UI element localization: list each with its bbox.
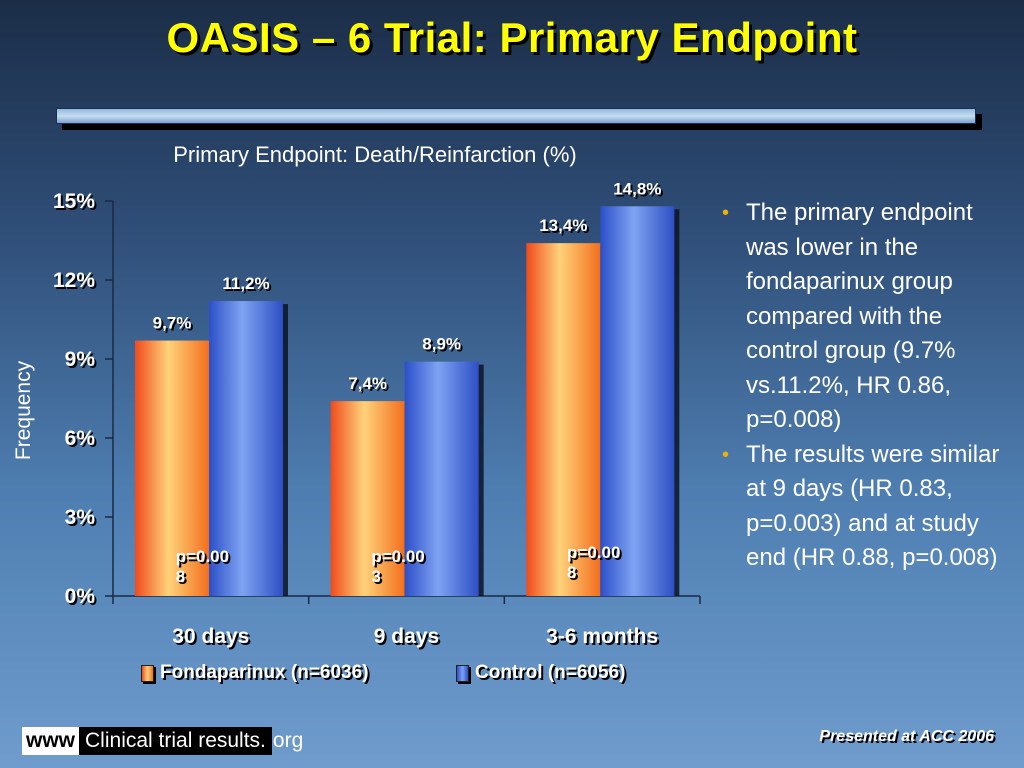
data-label: 11,2% (222, 274, 269, 293)
p-value-annotation-shadow: p=0.00 (178, 549, 231, 568)
title-divider (56, 108, 976, 124)
legend-label: Fondaparinux (n=6036) (160, 662, 369, 683)
bar (135, 340, 209, 596)
x-tick-label-shadow: 3-6 months (548, 627, 660, 650)
data-label: 13,4% (539, 216, 587, 235)
data-label: 8,9% (422, 335, 461, 354)
y-tick-label: 3% (65, 506, 96, 529)
p-value-annotation: 8 (567, 563, 576, 582)
p-value-annotation: p=0.00 (567, 543, 620, 562)
p-value-annotation: p=0.00 (176, 547, 229, 566)
brand-name: Clinical trial results. (79, 727, 272, 755)
bullet-list: The primary endpoint was lower in the fo… (718, 196, 1018, 576)
p-value-annotation-shadow: 3 (373, 569, 382, 588)
p-value-annotation-shadow: p=0.00 (373, 549, 426, 568)
y-tick-label: 15% (53, 190, 95, 213)
p-value-annotation: p=0.00 (371, 547, 424, 566)
legend-swatch-orange (141, 664, 154, 682)
data-label: 14,8% (613, 179, 661, 198)
data-label-shadow: 13,4% (541, 218, 589, 237)
y-axis-label: Frequency (12, 360, 35, 460)
p-value-annotation: 3 (371, 567, 380, 586)
bar (330, 401, 405, 596)
data-label-shadow: 11,2% (224, 276, 271, 295)
y-tick-label-shadow: 12% (55, 271, 97, 294)
bar (404, 361, 479, 596)
bullet-item: The primary endpoint was lower in the fo… (718, 196, 1018, 438)
bar (526, 243, 601, 596)
presented-note: Presented at ACC 2006 (819, 728, 994, 745)
y-tick-label-shadow: 9% (67, 350, 98, 373)
brand-logo: www Clinical trial results. org (22, 726, 303, 756)
legend-item-control: Control (n=6056) (456, 660, 625, 686)
brand-www: www (22, 727, 80, 755)
y-tick-label: 9% (65, 348, 96, 371)
y-tick-label-shadow: 3% (67, 508, 98, 531)
slide-title: OASIS – 6 Trial: Primary Endpoint (166, 14, 858, 61)
x-tick-label: 30 days (172, 625, 249, 648)
y-tick-label-shadow: 6% (67, 429, 98, 452)
data-label-shadow: 8,9% (424, 337, 463, 356)
data-label-shadow: 7,4% (350, 376, 389, 395)
p-value-annotation-shadow: 8 (178, 569, 187, 588)
bar (209, 301, 283, 596)
y-tick-label-shadow: 15% (55, 192, 97, 215)
brand-suffix: org (272, 729, 304, 752)
data-label-shadow: 9,7% (155, 316, 194, 335)
bar (600, 206, 675, 596)
y-tick-label: 0% (65, 585, 96, 608)
bullet-item: The results were similar at 9 days (HR 0… (718, 438, 1018, 576)
y-tick-label: 6% (65, 427, 96, 450)
x-tick-label: 3-6 months (546, 625, 658, 648)
p-value-annotation-shadow: 8 (569, 565, 578, 584)
y-tick-label: 12% (53, 269, 95, 292)
x-tick-label: 9 days (374, 625, 439, 648)
x-tick-label-shadow: 9 days (376, 627, 441, 650)
data-label: 9,7% (153, 314, 192, 333)
chart-title: Primary Endpoint: Death/Reinfarction (%) (173, 142, 577, 167)
legend-item-fondaparinux: Fondaparinux (n=6036) (141, 660, 369, 686)
p-value-annotation: 8 (176, 567, 185, 586)
y-tick-label-shadow: 0% (67, 587, 98, 610)
data-label: 7,4% (348, 374, 387, 393)
p-value-annotation-shadow: p=0.00 (569, 545, 622, 564)
x-tick-label-shadow: 30 days (174, 627, 251, 650)
legend-swatch-blue (456, 664, 469, 682)
legend-label: Control (n=6056) (475, 662, 626, 683)
data-label-shadow: 14,8% (615, 181, 663, 200)
